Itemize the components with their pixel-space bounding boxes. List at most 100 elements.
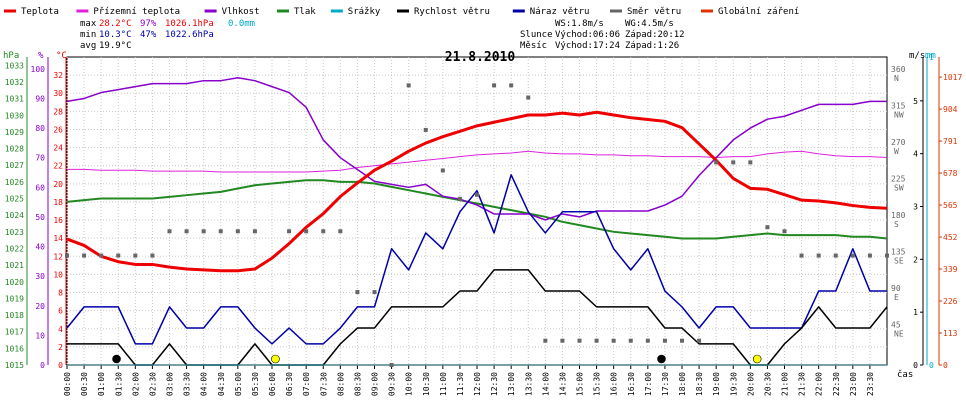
x-tick-label-22: 11:00 — [439, 372, 448, 396]
x-tick-label-9: 04:30 — [217, 372, 226, 396]
x-tick-label-44: 22:00 — [815, 372, 824, 396]
rad-tick-label-3: 339 — [943, 265, 958, 274]
wind-dir-dot — [782, 229, 787, 234]
series-naraz-vetru-line — [66, 174, 887, 345]
legend: Teplota Přízemní teplota Vlhkost Tlak Srážky… — [4, 7, 799, 17]
dir-tick-deg-1: 315 — [891, 102, 906, 111]
pct-tick-label-9: 90 — [35, 94, 45, 103]
hpa-tick-label-3: 1018 — [5, 311, 24, 320]
x-tick-label-16: 08:00 — [336, 372, 345, 396]
c-tick-label-7: 14 — [53, 234, 63, 243]
mm-tick-label-1: 1 — [929, 53, 934, 62]
header: 21.8.2010 max 28.2°C 97% 1026.1hPa 0.0mm… — [80, 19, 685, 65]
ms-tick-label-2: 2 — [913, 255, 918, 264]
mm-tick-label-0: 0 — [929, 361, 934, 370]
pct-tick-label-6: 60 — [35, 183, 45, 192]
wind-dir-dot — [885, 253, 889, 258]
moon-rise-marker — [657, 354, 666, 364]
dir-tick-name-4: S — [894, 220, 899, 229]
wind-dir-dot — [321, 229, 326, 234]
rad-tick-label-2: 226 — [943, 297, 958, 306]
x-tick-label-47: 23:30 — [866, 372, 875, 396]
hpa-tick-label-17: 1032 — [5, 78, 24, 87]
wind-dir-dot — [799, 253, 804, 258]
legend-label-0: Teplota — [21, 7, 59, 17]
chart-title: 21.8.2010 — [445, 50, 516, 65]
legend-label-6: Náraz větru — [530, 7, 590, 17]
x-tick-label-23: 11:30 — [456, 372, 465, 396]
marks — [65, 76, 889, 367]
c-tick-label-0: 0 — [58, 361, 63, 370]
pct-tick-label-2: 20 — [35, 302, 45, 311]
legend-label-2: Vlhkost — [222, 7, 260, 17]
x-tick-label-13: 06:30 — [285, 372, 294, 396]
dir-tick-name-5: SE — [894, 257, 904, 266]
hpa-tick-label-9: 1024 — [5, 211, 24, 220]
dir-tick-name-1: NW — [894, 111, 904, 120]
dir-tick-name-6: E — [894, 293, 899, 302]
dir-tick-deg-0: 360 — [891, 65, 906, 74]
x-tick-label-38: 19:00 — [712, 372, 721, 396]
wind-dir-dot — [611, 338, 616, 343]
wind-dir-dot — [560, 338, 565, 343]
axis-title-pct: % — [38, 51, 44, 61]
stat-min-label: min — [80, 30, 96, 40]
series-prizemni-teplota-line — [67, 150, 888, 173]
axis-title-hpa: hPa — [3, 51, 19, 61]
wind-dir-dot — [662, 338, 667, 343]
wind-ws: WS:1.8m/s — [555, 19, 604, 29]
x-tick-label-45: 22:30 — [832, 372, 841, 396]
moon-set-marker — [112, 354, 121, 364]
x-tick-label-5: 02:30 — [148, 372, 157, 396]
wind-dir-dot — [218, 229, 223, 234]
x-tick-label-18: 09:00 — [371, 372, 380, 396]
moon-label: Měsíc — [520, 41, 547, 51]
grid — [26, 56, 942, 369]
x-tick-label-29: 14:30 — [558, 372, 567, 396]
x-tick-label-4: 02:00 — [131, 372, 140, 396]
sunset-marker — [752, 354, 762, 364]
rad-tick-label-0: 0 — [943, 361, 948, 370]
stat-max-label: max — [80, 19, 97, 29]
moon-rise: Východ:17:24 — [555, 41, 620, 51]
wind-dir-dot — [235, 229, 240, 234]
wind-dir-dot — [440, 168, 445, 173]
c-tick-label-14: 28 — [53, 107, 63, 116]
c-tick-label-5: 10 — [53, 270, 63, 279]
sun-label: Slunce — [520, 30, 553, 40]
hpa-tick-label-8: 1023 — [5, 228, 24, 237]
wind-dir-dot — [150, 253, 155, 258]
wind-dir-dot — [82, 253, 87, 258]
dir-tick-name-3: SW — [894, 184, 904, 193]
x-tick-label-12: 06:00 — [268, 372, 277, 396]
dir-tick-deg-7: 45 — [891, 321, 901, 330]
wind-wg: WG:4.5m/s — [625, 19, 674, 29]
x-tick-label-39: 19:30 — [729, 372, 738, 396]
x-tick-label-35: 17:30 — [661, 372, 670, 396]
series-vlhkost-line — [66, 76, 887, 221]
hpa-tick-label-13: 1028 — [5, 145, 24, 154]
x-tick-label-31: 15:30 — [593, 372, 602, 396]
rad-tick-label-7: 791 — [943, 137, 958, 146]
x-tick-label-21: 10:30 — [422, 372, 431, 396]
wind-dir-dot — [287, 229, 292, 234]
axes: hPa % °C m/s mm čas 00:00 00:30 01:00 01:30… — [3, 51, 962, 396]
pct-tick-label-0: 0 — [40, 361, 45, 370]
wind-dir-dot — [577, 338, 582, 343]
stat-avg-label: avg — [80, 41, 96, 51]
x-tick-label-42: 21:00 — [781, 372, 790, 396]
wind-dir-dot — [645, 338, 650, 343]
x-tick-label-41: 20:30 — [763, 372, 772, 396]
pct-tick-label-4: 40 — [35, 243, 45, 252]
x-tick-label-33: 16:30 — [627, 372, 636, 396]
rad-tick-label-8: 904 — [943, 105, 958, 114]
c-tick-label-13: 26 — [53, 125, 63, 134]
x-tick-label-14: 07:00 — [302, 372, 311, 396]
x-tick-label-19: 09:30 — [388, 372, 397, 396]
stat-min-press: 1022.6hPa — [165, 30, 214, 40]
hpa-tick-label-7: 1022 — [5, 244, 24, 253]
pct-tick-label-3: 30 — [35, 272, 45, 281]
wind-dir-dot — [492, 83, 497, 88]
axis-title-ms: m/s — [909, 51, 925, 61]
x-tick-label-11: 05:30 — [251, 372, 260, 396]
